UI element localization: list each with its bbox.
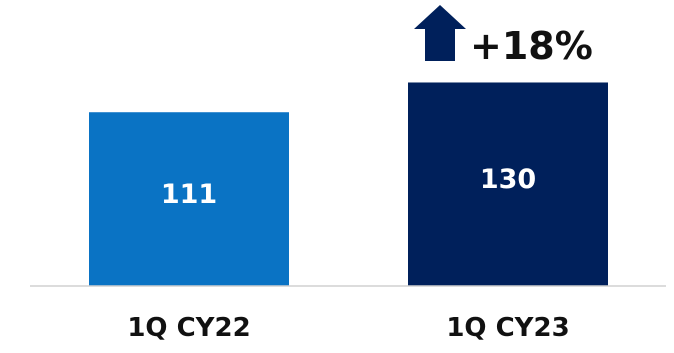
bar-2 (408, 82, 608, 286)
growth-percentage-label: +18% (470, 24, 593, 68)
data-labels-group: 111 130 (161, 164, 536, 210)
growth-annotation: +18% (414, 5, 593, 68)
bars-group (89, 82, 608, 286)
up-arrow-icon (414, 5, 466, 61)
bar-value-label: 111 (161, 179, 217, 210)
category-label: 1Q CY23 (446, 313, 569, 343)
category-labels-group: 1Q CY22 1Q CY23 (127, 313, 569, 343)
bar-value-label: 130 (480, 164, 536, 195)
category-label: 1Q CY22 (127, 313, 250, 343)
bar-1 (89, 112, 289, 286)
